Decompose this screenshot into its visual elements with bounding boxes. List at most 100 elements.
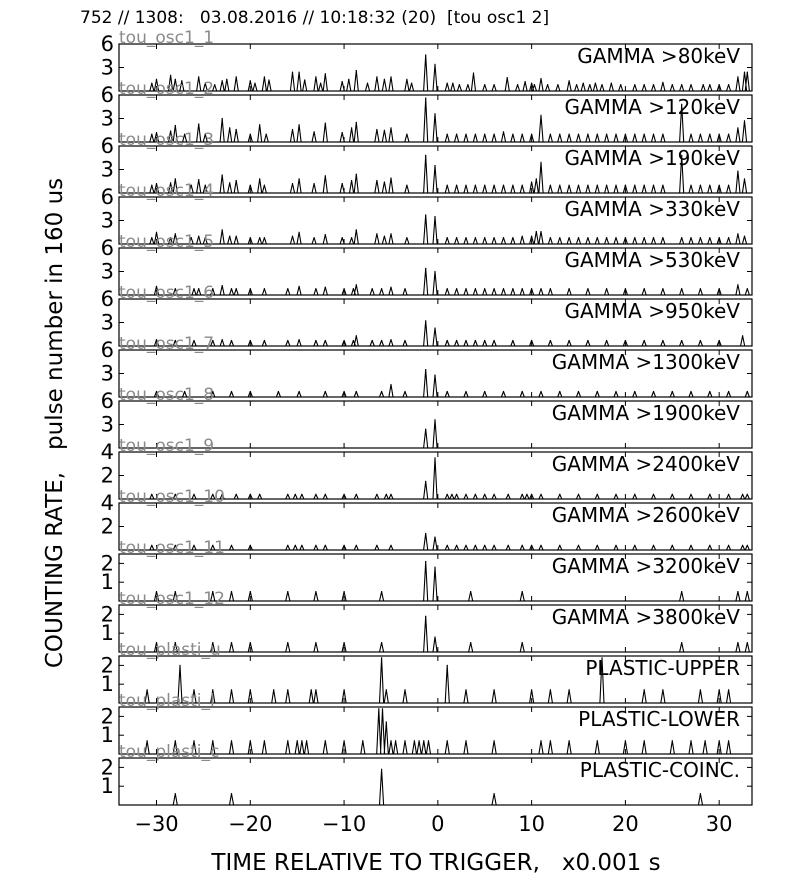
- data-point: [728, 390, 730, 393]
- data-point: [484, 84, 486, 86]
- data-point: [355, 390, 357, 393]
- data-point: [456, 544, 458, 546]
- data-point: [446, 184, 448, 186]
- data-point: [343, 740, 345, 742]
- data-point: [728, 237, 730, 239]
- data-point: [652, 133, 655, 135]
- data-point: [425, 532, 427, 535]
- data-point: [434, 216, 436, 218]
- data-point: [151, 133, 153, 135]
- data-point: [517, 84, 519, 86]
- data-point: [174, 740, 176, 742]
- data-point: [690, 544, 692, 546]
- data-point: [230, 288, 233, 290]
- series-trace: [119, 267, 752, 296]
- data-point: [151, 237, 153, 239]
- data-point: [418, 740, 420, 742]
- data-point: [434, 270, 436, 273]
- data-point: [521, 642, 523, 644]
- channel-label: tou_osc1_4: [119, 181, 214, 201]
- data-point: [662, 133, 664, 135]
- data-point: [699, 689, 702, 691]
- data-point: [235, 235, 237, 237]
- data-point: [681, 339, 683, 342]
- data-point: [451, 493, 453, 495]
- x-tick-label: 10: [518, 812, 545, 836]
- data-point: [493, 84, 495, 86]
- data-point: [315, 689, 317, 691]
- data-point: [324, 175, 326, 177]
- data-point: [704, 740, 706, 742]
- data-point: [568, 339, 570, 342]
- data-point: [512, 237, 514, 239]
- data-point: [381, 657, 383, 659]
- series-trace: [119, 419, 752, 449]
- data-point: [643, 288, 645, 290]
- data-point: [355, 173, 357, 175]
- y-axis-label: COUNTING RATE, pulse number in 160 us: [42, 177, 68, 669]
- data-point: [540, 390, 542, 393]
- data-point: [355, 284, 357, 286]
- data-point: [259, 124, 261, 126]
- data-point: [341, 237, 343, 239]
- data-point: [390, 740, 392, 742]
- data-point: [743, 120, 746, 122]
- data-point: [287, 642, 289, 644]
- y-tick-label: 2: [101, 602, 114, 626]
- data-point: [434, 566, 436, 568]
- data-point: [229, 182, 231, 184]
- data-point: [263, 339, 265, 342]
- data-point: [249, 288, 251, 290]
- data-point: [263, 184, 265, 186]
- data-point: [540, 544, 542, 546]
- data-point: [568, 237, 570, 239]
- data-point: [249, 390, 251, 393]
- data-point: [446, 390, 448, 393]
- data-point: [390, 339, 392, 341]
- data-point: [434, 63, 436, 65]
- data-point: [301, 493, 303, 495]
- data-point: [249, 740, 251, 742]
- data-point: [681, 237, 683, 239]
- data-point: [315, 642, 317, 644]
- data-point: [385, 721, 387, 723]
- data-point: [728, 493, 730, 495]
- data-point: [596, 133, 598, 135]
- data-point: [549, 133, 552, 135]
- data-point: [174, 78, 176, 80]
- y-tick-label: 2: [101, 704, 114, 728]
- data-point: [376, 544, 378, 546]
- data-point: [709, 237, 711, 239]
- data-point: [355, 335, 357, 337]
- data-point: [549, 339, 552, 342]
- data-point: [249, 184, 251, 186]
- data-point: [549, 689, 552, 691]
- data-point: [212, 689, 214, 691]
- data-point: [540, 740, 542, 742]
- data-point: [634, 390, 636, 393]
- data-point: [746, 544, 748, 546]
- y-tick-label: 2: [101, 551, 114, 575]
- data-point: [174, 339, 176, 342]
- data-point: [601, 84, 603, 86]
- data-point: [699, 339, 702, 342]
- y-tick-label: 6: [101, 32, 114, 56]
- data-point: [390, 76, 392, 78]
- data-point: [184, 133, 186, 135]
- data-point: [385, 689, 387, 691]
- data-point: [531, 82, 533, 84]
- y-tick-label: 3: [101, 158, 114, 182]
- data-point: [484, 133, 486, 135]
- data-point: [351, 179, 353, 182]
- data-point: [298, 339, 300, 341]
- data-point: [652, 544, 655, 546]
- data-point: [718, 84, 720, 86]
- data-point: [690, 390, 692, 393]
- data-point: [502, 390, 505, 393]
- data-point: [568, 288, 570, 290]
- data-point: [634, 237, 636, 239]
- data-point: [230, 339, 233, 342]
- data-point: [352, 288, 354, 290]
- data-point: [568, 740, 570, 742]
- data-point: [193, 493, 195, 495]
